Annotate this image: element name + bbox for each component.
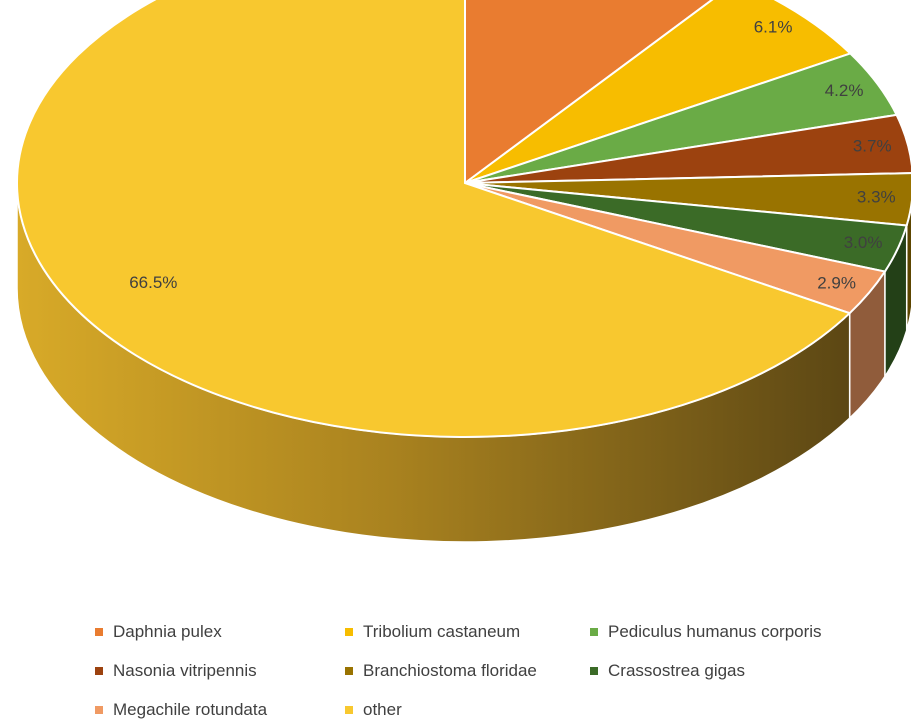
legend-item: Megachile rotundata — [95, 700, 267, 720]
legend-swatch — [345, 706, 353, 714]
pie-label-layer: 10.4%6.1%4.2%3.7%3.3%3.0%2.9%66.5% — [129, 17, 896, 293]
legend-label: Crassostrea gigas — [608, 661, 746, 680]
legend-item: Tribolium castaneum — [345, 622, 520, 642]
legend-label: Pediculus humanus corporis — [608, 622, 822, 641]
legend-item: Pediculus humanus corporis — [590, 622, 822, 642]
legend-item: Crassostrea gigas — [590, 661, 745, 681]
legend-swatch — [345, 667, 353, 675]
pie-slice-1[interactable] — [464, 0, 853, 184]
legend-label: Nasonia vitripennis — [113, 661, 257, 680]
legend-swatch — [345, 628, 353, 636]
legend-item: Branchiostoma floridae — [345, 661, 537, 681]
data-label-4: 3.3% — [857, 187, 896, 206]
data-label-2: 4.2% — [825, 81, 864, 100]
legend-swatch — [95, 706, 103, 714]
data-label-1: 6.1% — [754, 17, 793, 36]
data-label-5: 3.0% — [844, 233, 883, 252]
legend-swatch — [590, 628, 598, 636]
data-label-6: 2.9% — [817, 274, 856, 293]
data-label-3: 3.7% — [853, 136, 892, 155]
legend-swatch — [95, 667, 103, 675]
legend-item: Nasonia vitripennis — [95, 661, 257, 681]
legend-swatch — [95, 628, 103, 636]
legend-item: other — [345, 700, 402, 720]
pie-top-layer — [16, 0, 911, 438]
legend-label: Branchiostoma floridae — [363, 661, 537, 680]
legend-item: Daphnia pulex — [95, 622, 222, 642]
pie-slice-7[interactable] — [16, 0, 852, 438]
pie-chart: 10.4%6.1%4.2%3.7%3.3%3.0%2.9%66.5% — [16, 0, 911, 543]
pie-slice-3[interactable] — [464, 113, 911, 184]
data-label-7: 66.5% — [129, 273, 177, 292]
legend-label: Megachile rotundata — [113, 700, 268, 719]
legend-label: other — [363, 700, 402, 719]
legend-label: Daphnia pulex — [113, 622, 222, 641]
legend-swatch — [590, 667, 598, 675]
legend-label: Tribolium castaneum — [363, 622, 521, 641]
